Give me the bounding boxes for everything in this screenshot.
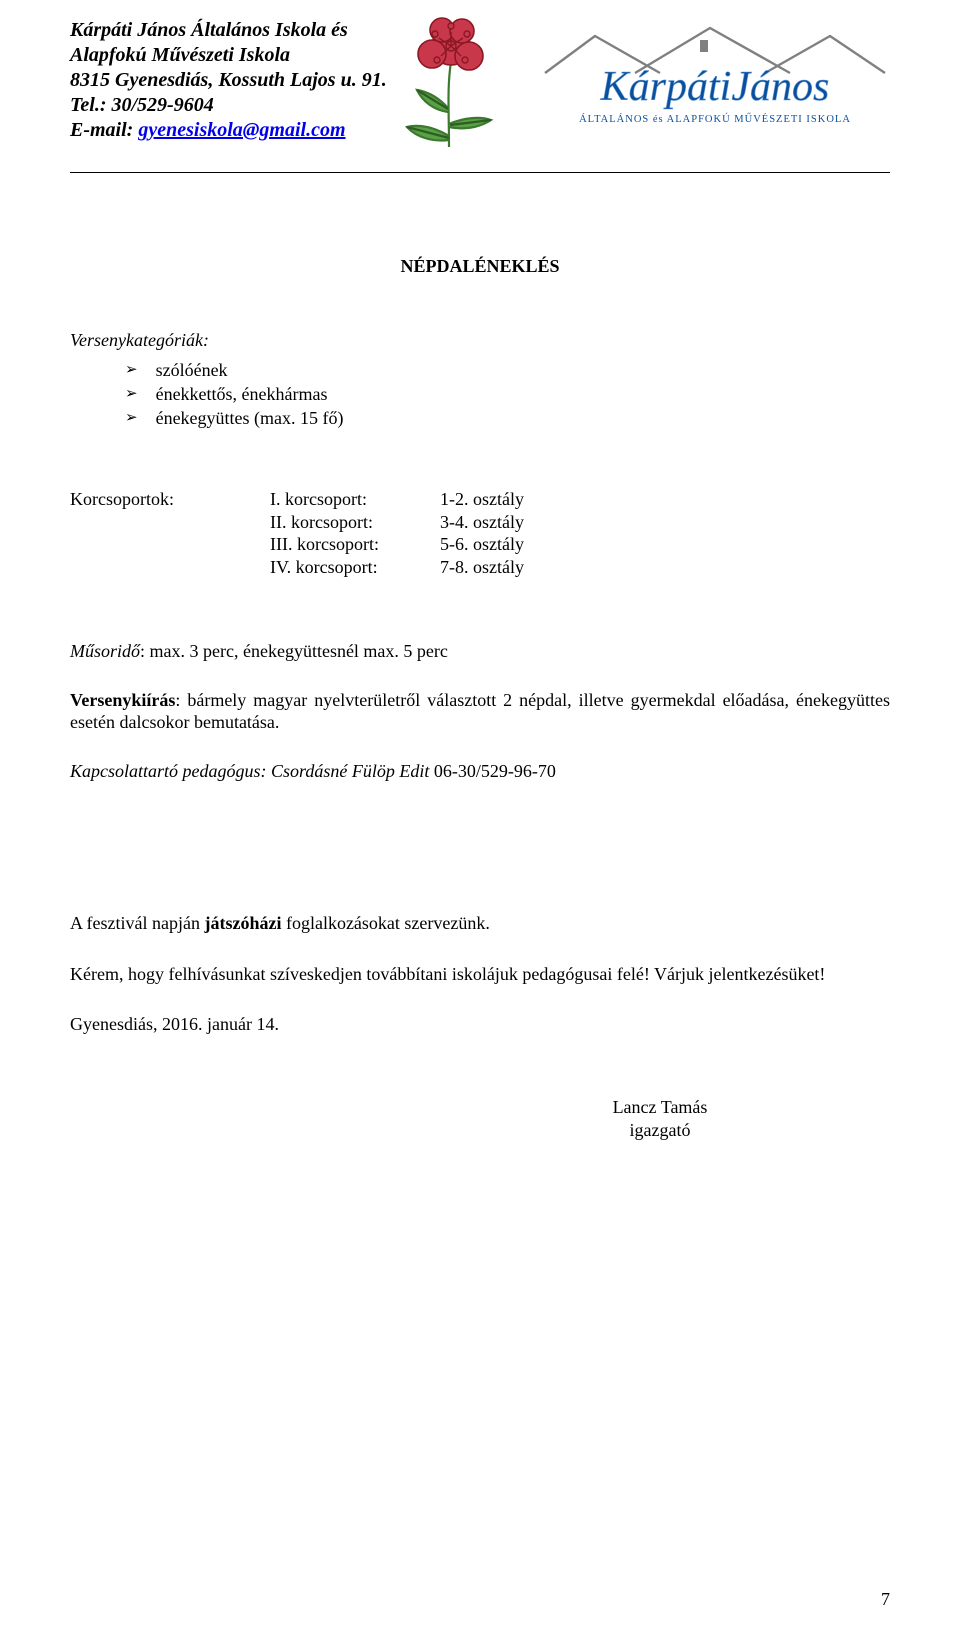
bullet-icon: ➢ xyxy=(125,382,138,406)
kiiras-text: : bármely magyar nyelvterületről választ… xyxy=(70,690,890,733)
contact-phone: 06-30/529-96-70 xyxy=(434,761,556,781)
school-name-line2: Alapfokú Művészeti Iskola xyxy=(70,43,387,68)
email-link[interactable]: gyenesiskola@gmail.com xyxy=(138,119,345,141)
closing-paragraph: Kérem, hogy felhívásunkat szíveskedjen t… xyxy=(70,963,890,986)
groups-label: Korcsoportok: xyxy=(70,488,270,511)
email-label: E-mail: xyxy=(70,119,138,141)
table-row: Korcsoportok: I. korcsoport: 1-2. osztál… xyxy=(70,488,890,511)
duration-lead: Műsoridő xyxy=(70,641,140,661)
signatory-role: igazgató xyxy=(430,1119,890,1142)
list-item-text: énekegyüttes (max. 15 fő) xyxy=(156,406,344,430)
group-class: 3-4. osztály xyxy=(440,511,524,534)
age-groups-table: Korcsoportok: I. korcsoport: 1-2. osztál… xyxy=(70,488,890,578)
group-class: 5-6. osztály xyxy=(440,533,524,556)
document-title: NÉPDALÉNEKLÉS xyxy=(70,255,890,278)
school-info-block: Kárpáti János Általános Iskola és Alapfo… xyxy=(70,18,387,143)
list-item: ➢ énekegyüttes (max. 15 fő) xyxy=(125,406,890,430)
group-name: IV. korcsoport: xyxy=(270,556,440,579)
page-number: 7 xyxy=(881,1588,890,1611)
list-item: ➢ énekkettős, énekhármas xyxy=(125,382,890,406)
festival-paragraph: A fesztivál napján játszóházi foglalkozá… xyxy=(70,912,890,935)
date-line: Gyenesdiás, 2016. január 14. xyxy=(70,1013,890,1036)
bullet-icon: ➢ xyxy=(125,406,138,430)
signatory-name: Lancz Tamás xyxy=(430,1096,890,1119)
letterhead: Kárpáti János Általános Iskola és Alapfo… xyxy=(70,18,890,158)
table-row: III. korcsoport: 5-6. osztály xyxy=(70,533,890,556)
school-name-line1: Kárpáti János Általános Iskola és xyxy=(70,18,387,43)
contact-line: Kapcsolattartó pedagógus: Csordásné Fülö… xyxy=(70,760,890,783)
group-class: 7-8. osztály xyxy=(440,556,524,579)
duration-text: : max. 3 perc, énekegyüttesnél max. 5 pe… xyxy=(140,641,448,661)
group-class: 1-2. osztály xyxy=(440,488,524,511)
festival-bold: játszóházi xyxy=(204,913,281,933)
school-logo: KárpátiJános ÁLTALÁNOS és ALAPFOKÚ MŰVÉS… xyxy=(519,18,890,138)
competition-description: Versenykiírás: bármely magyar nyelvterül… xyxy=(70,689,890,734)
header-divider xyxy=(70,172,890,173)
categories-label: Versenykategóriák: xyxy=(70,329,890,352)
bullet-icon: ➢ xyxy=(125,358,138,382)
list-item: ➢ szólóének xyxy=(125,358,890,382)
group-name: I. korcsoport: xyxy=(270,488,440,511)
contact-text: Kapcsolattartó pedagógus: Csordásné Fülö… xyxy=(70,761,434,781)
flower-icon xyxy=(399,12,509,158)
list-item-text: szólóének xyxy=(156,358,228,382)
kiiras-lead: Versenykiírás xyxy=(70,690,175,710)
categories-list: ➢ szólóének ➢ énekkettős, énekhármas ➢ é… xyxy=(125,358,890,431)
school-address: 8315 Gyenesdiás, Kossuth Lajos u. 91. xyxy=(70,68,387,93)
festival-pre: A fesztivál napján xyxy=(70,913,204,933)
logo-subtext: ÁLTALÁNOS és ALAPFOKÚ MŰVÉSZETI ISKOLA xyxy=(579,113,851,125)
table-row: II. korcsoport: 3-4. osztály xyxy=(70,511,890,534)
group-name: II. korcsoport: xyxy=(270,511,440,534)
group-name: III. korcsoport: xyxy=(270,533,440,556)
table-row: IV. korcsoport: 7-8. osztály xyxy=(70,556,890,579)
duration-paragraph: Műsoridő: max. 3 perc, énekegyüttesnél m… xyxy=(70,640,890,663)
festival-post: foglalkozásokat szervezünk. xyxy=(281,913,489,933)
logo-text: KárpátiJános xyxy=(600,64,830,110)
list-item-text: énekkettős, énekhármas xyxy=(156,382,328,406)
signature-block: Lancz Tamás igazgató xyxy=(430,1096,890,1143)
school-phone: Tel.: 30/529-9604 xyxy=(70,93,387,118)
school-email-line: E-mail: gyenesiskola@gmail.com xyxy=(70,118,387,143)
